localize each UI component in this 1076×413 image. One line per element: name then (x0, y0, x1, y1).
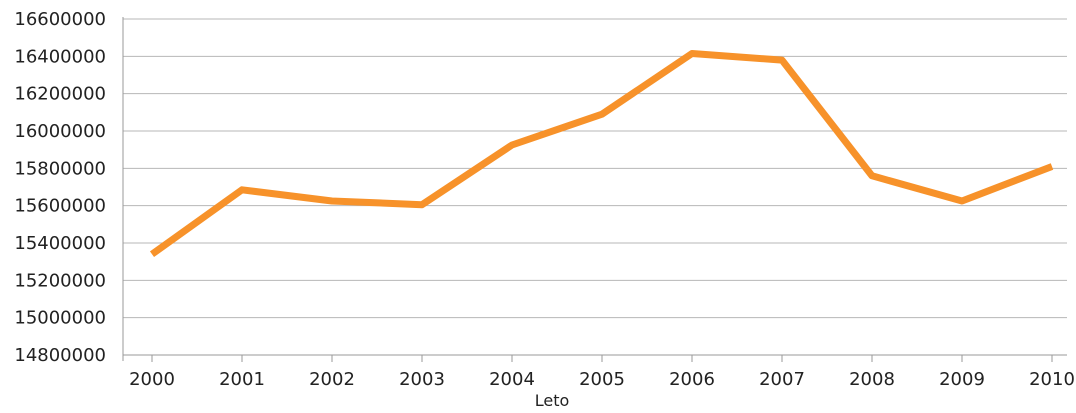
x-tick-label-2010: 2010 (1029, 369, 1075, 390)
y-tick-label-15200000: 15200000 (14, 270, 106, 291)
gridlines (123, 18, 1067, 319)
x-axis-tick-labels: 2000 2001 2002 2003 2004 2005 2006 2007 2008 2009… (129, 369, 1075, 390)
y-tick-label-14800000: 14800000 (14, 345, 106, 366)
x-tick-label-2001: 2001 (219, 369, 265, 390)
series-layer (149, 50, 1054, 258)
x-tick-label-2000: 2000 (129, 369, 175, 390)
x-tick-label-2008: 2008 (849, 369, 895, 390)
y-tick-label-15000000: 15000000 (14, 308, 106, 329)
x-tick-label-2004: 2004 (489, 369, 535, 390)
series-line-0 (149, 50, 1054, 258)
y-axis-tick-labels: 14800000 15000000 15200000 15400000 15600000… (14, 9, 106, 366)
y-tick-label-16200000: 16200000 (14, 84, 106, 105)
x-tick-label-2003: 2003 (399, 369, 445, 390)
x-tick-label-2009: 2009 (939, 369, 985, 390)
y-tick-label-15400000: 15400000 (14, 233, 106, 254)
y-tick-label-16600000: 16600000 (14, 9, 106, 30)
y-tick-label-16400000: 16400000 (14, 46, 106, 67)
y-tick-label-15800000: 15800000 (14, 158, 106, 179)
x-tick-label-2002: 2002 (309, 369, 355, 390)
y-tick-label-15600000: 15600000 (14, 196, 106, 217)
axes (122, 17, 1067, 362)
x-axis-title: Leto (535, 391, 570, 410)
x-tick-label-2005: 2005 (579, 369, 625, 390)
x-tick-label-2007: 2007 (759, 369, 805, 390)
x-tick-label-2006: 2006 (669, 369, 715, 390)
y-tick-label-16000000: 16000000 (14, 121, 106, 142)
